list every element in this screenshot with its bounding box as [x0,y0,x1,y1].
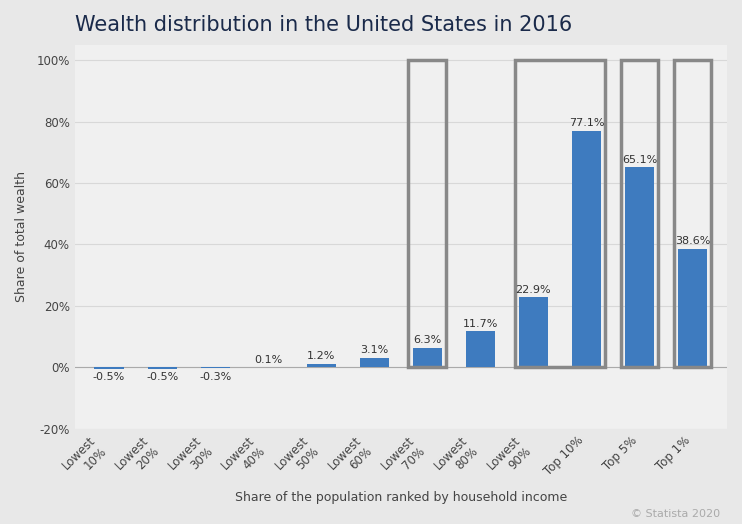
Text: 3.1%: 3.1% [360,345,388,355]
Text: © Statista 2020: © Statista 2020 [631,509,720,519]
Bar [409,60,446,367]
Bar [572,130,601,367]
Bar [466,331,495,367]
Text: -0.5%: -0.5% [93,373,125,383]
Bar [678,249,707,367]
Text: 22.9%: 22.9% [516,285,551,294]
Text: -0.5%: -0.5% [146,373,178,383]
Bar [148,367,177,369]
Bar [674,60,712,367]
Text: 77.1%: 77.1% [568,118,604,128]
Text: Wealth distribution in the United States in 2016: Wealth distribution in the United States… [74,15,572,35]
Bar [519,297,548,367]
Text: 65.1%: 65.1% [622,155,657,165]
Text: 11.7%: 11.7% [463,319,498,329]
Text: 6.3%: 6.3% [413,335,441,345]
Bar [306,364,336,367]
Bar [413,348,442,367]
Text: -0.3%: -0.3% [199,372,232,382]
Bar [514,60,605,367]
Bar [620,60,658,367]
Y-axis label: Share of total wealth: Share of total wealth [15,171,28,302]
Text: 0.1%: 0.1% [254,355,282,365]
Text: 38.6%: 38.6% [674,236,710,246]
Bar [94,367,124,369]
Bar [360,358,389,367]
Bar [200,367,230,368]
Bar [625,167,654,367]
Text: 1.2%: 1.2% [307,351,335,361]
X-axis label: Share of the population ranked by household income: Share of the population ranked by househ… [234,491,567,504]
